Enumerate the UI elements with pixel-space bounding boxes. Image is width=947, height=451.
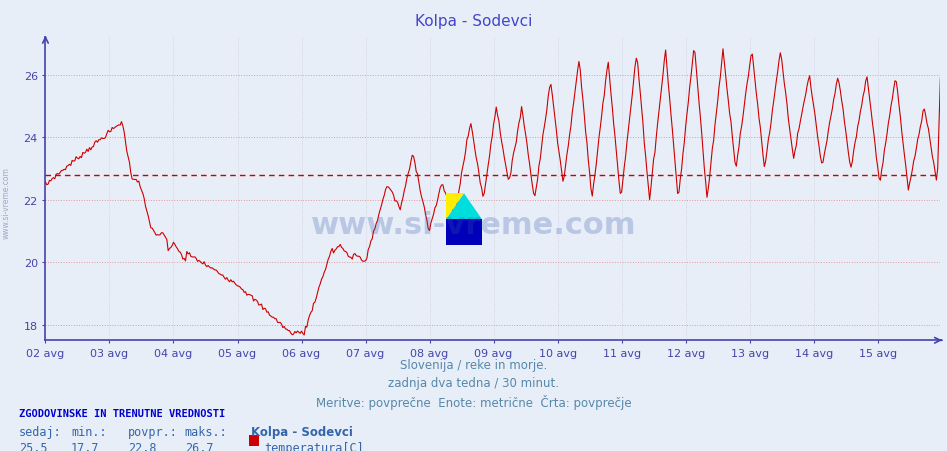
- Text: sedaj:: sedaj:: [19, 425, 62, 438]
- Text: temperatura[C]: temperatura[C]: [264, 441, 364, 451]
- Polygon shape: [446, 194, 482, 220]
- Text: ZGODOVINSKE IN TRENUTNE VREDNOSTI: ZGODOVINSKE IN TRENUTNE VREDNOSTI: [19, 408, 225, 418]
- Text: 17,7: 17,7: [71, 441, 99, 451]
- Text: 22,8: 22,8: [128, 441, 156, 451]
- Text: Kolpa - Sodevci: Kolpa - Sodevci: [415, 14, 532, 28]
- Text: Kolpa - Sodevci: Kolpa - Sodevci: [251, 425, 353, 438]
- Text: zadnja dva tedna / 30 minut.: zadnja dva tedna / 30 minut.: [388, 377, 559, 390]
- Text: min.:: min.:: [71, 425, 107, 438]
- Text: 25,5: 25,5: [19, 441, 47, 451]
- Polygon shape: [446, 194, 464, 220]
- Text: maks.:: maks.:: [185, 425, 227, 438]
- Text: Meritve: povprečne  Enote: metrične  Črta: povprečje: Meritve: povprečne Enote: metrične Črta:…: [315, 395, 632, 410]
- Text: 26,7: 26,7: [185, 441, 213, 451]
- Text: www.si-vreme.com: www.si-vreme.com: [311, 211, 636, 240]
- Text: www.si-vreme.com: www.si-vreme.com: [1, 167, 10, 239]
- Polygon shape: [446, 220, 482, 246]
- Text: Slovenija / reke in morje.: Slovenija / reke in morje.: [400, 359, 547, 372]
- Text: povpr.:: povpr.:: [128, 425, 178, 438]
